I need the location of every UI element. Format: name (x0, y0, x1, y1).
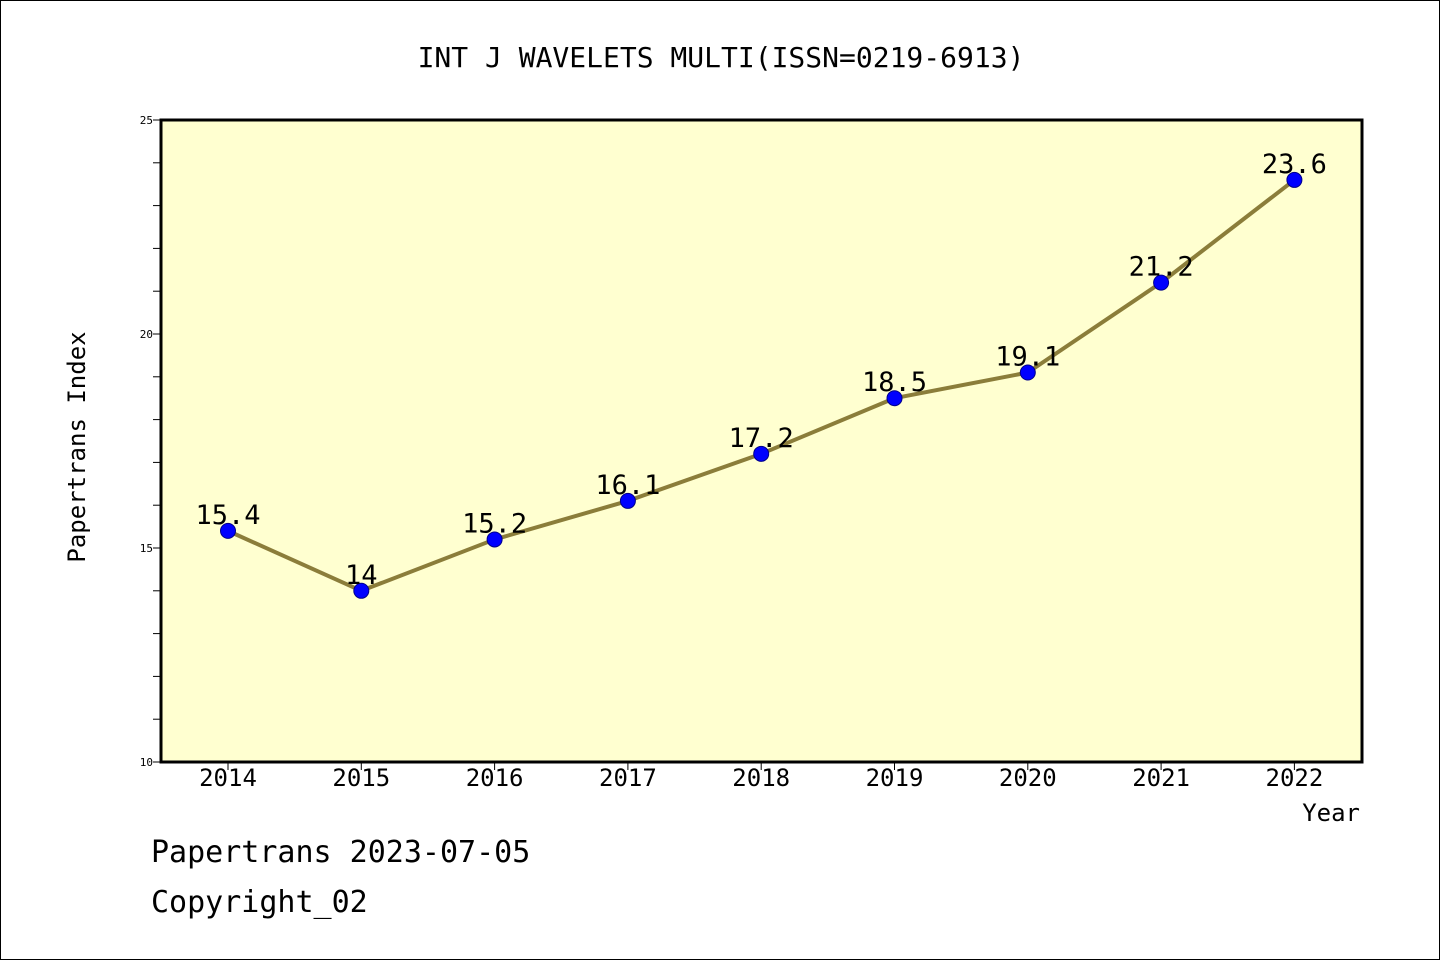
x-axis-title: Year (1302, 799, 1360, 827)
x-tick-label: 2021 (1132, 764, 1190, 792)
data-label: 16.1 (595, 470, 660, 501)
y-axis-title: Papertrans Index (63, 331, 91, 562)
data-point (1019, 364, 1036, 381)
x-tick-label: 2020 (999, 764, 1057, 792)
data-point (1286, 171, 1303, 188)
x-tick-label: 2016 (466, 764, 524, 792)
footer-copyright: Copyright_02 (151, 885, 368, 920)
data-label: 17.2 (729, 423, 794, 454)
data-label: 14 (345, 560, 378, 591)
y-tick-label: 20 (140, 328, 153, 341)
data-label: 15.4 (195, 500, 260, 531)
y-axis: 10 15 20 25 (140, 114, 161, 769)
data-point (619, 492, 636, 509)
data-point (353, 582, 370, 599)
x-tick-label: 2022 (1266, 764, 1324, 792)
data-label: 21.2 (1129, 252, 1194, 283)
data-point (1153, 274, 1170, 291)
x-tick-label: 2015 (332, 764, 390, 792)
x-tick-label: 2018 (732, 764, 790, 792)
data-label: 23.6 (1262, 149, 1327, 180)
x-tick-label: 2017 (599, 764, 657, 792)
data-point (220, 522, 236, 539)
data-point (753, 445, 770, 462)
data-label: 18.5 (862, 367, 927, 398)
y-tick-label: 15 (140, 542, 153, 555)
plot-frame (159, 118, 1364, 764)
x-axis: 2014 2015 2016 2017 2018 2019 2020 2021 2022 (199, 762, 1323, 792)
x-tick-label: 2014 (199, 764, 257, 792)
data-markers (220, 171, 1303, 599)
y-tick-label: 10 (140, 756, 153, 769)
y-tick-label: 25 (140, 114, 153, 127)
footer-date: Papertrans 2023-07-05 (151, 835, 531, 870)
chart-title: INT J WAVELETS MULTI(ISSN=0219-6913) (418, 41, 1025, 74)
data-point (486, 531, 503, 548)
data-point (886, 390, 903, 407)
data-label: 15.2 (462, 508, 527, 539)
data-label: 19.1 (995, 342, 1060, 373)
plot-area (161, 120, 1362, 762)
x-tick-label: 2019 (866, 764, 924, 792)
data-labels: 15.4 14 15.2 16.1 17.2 18.5 19.1 21.2 23.6 (195, 149, 1326, 591)
